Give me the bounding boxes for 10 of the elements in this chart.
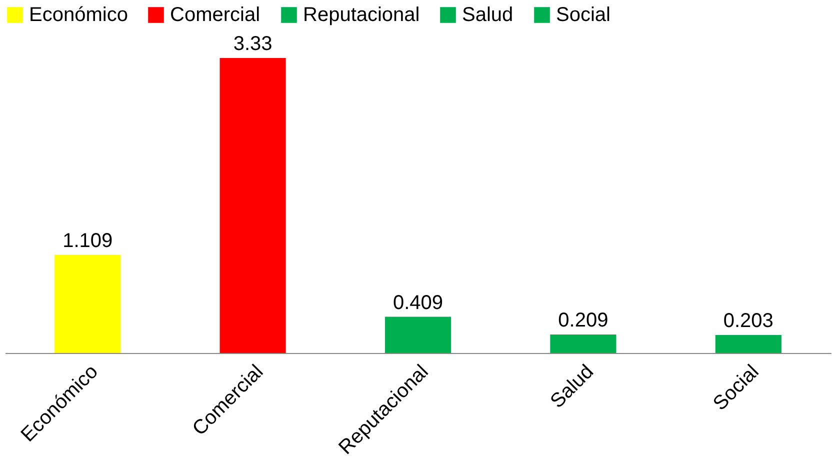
data-label: 0.203 [723,310,774,332]
data-label: 3.33 [233,33,272,56]
legend-label: Reputacional [303,4,420,26]
data-label: 1.109 [62,230,113,252]
data-label: 0.409 [392,292,444,314]
legend-label: Económico [29,4,128,26]
legend-label: Salud [462,4,514,26]
legend-label: Comercial [170,4,260,26]
legend-label: Social [556,4,610,26]
data-label: 0.209 [558,309,608,332]
